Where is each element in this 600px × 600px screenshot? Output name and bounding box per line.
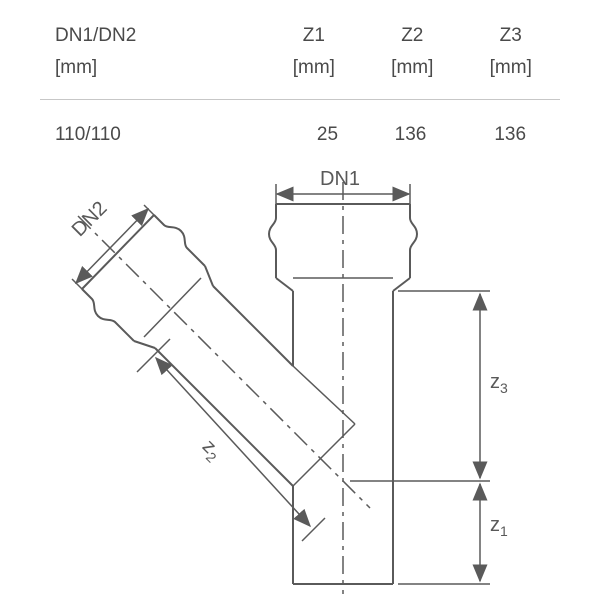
table-rule — [40, 99, 560, 100]
diagram-svg — [40, 176, 560, 596]
cell: 25 — [294, 122, 360, 156]
dn1-label: DN1 — [320, 168, 360, 191]
col-unit: [mm] — [363, 57, 461, 99]
table-unit-row: [mm] [mm] [mm] [mm] — [40, 57, 560, 99]
cell: 136 — [460, 122, 560, 156]
z1-sub: 1 — [500, 523, 508, 539]
table-header-row: DN1/DN2 Z1 Z2 Z3 — [40, 25, 560, 57]
cell: 136 — [361, 122, 461, 156]
fitting-diagram: DN1 DN2 z1 z3 z2 — [40, 176, 560, 596]
col-header: DN1/DN2 — [40, 25, 265, 57]
z3-letter: z — [490, 371, 500, 393]
col-unit: [mm] — [462, 57, 560, 99]
cell: 110/110 — [40, 122, 294, 156]
z3-sub: 3 — [500, 380, 508, 396]
dimension-table: DN1/DN2 Z1 Z2 Z3 [mm] [mm] [mm] [mm] — [40, 25, 560, 99]
col-header: Z3 — [462, 25, 560, 57]
dimension-table-data: 110/110 25 136 136 — [40, 122, 560, 156]
col-header: Z1 — [265, 25, 363, 57]
z1-label: z1 — [490, 514, 508, 539]
col-unit: [mm] — [40, 57, 265, 99]
page: DN1/DN2 Z1 Z2 Z3 [mm] [mm] [mm] [mm] 110… — [0, 0, 600, 600]
z3-label: z3 — [490, 371, 508, 396]
col-header: Z2 — [363, 25, 461, 57]
z1-letter: z — [490, 514, 500, 536]
col-unit: [mm] — [265, 57, 363, 99]
table-row: 110/110 25 136 136 — [40, 122, 560, 156]
